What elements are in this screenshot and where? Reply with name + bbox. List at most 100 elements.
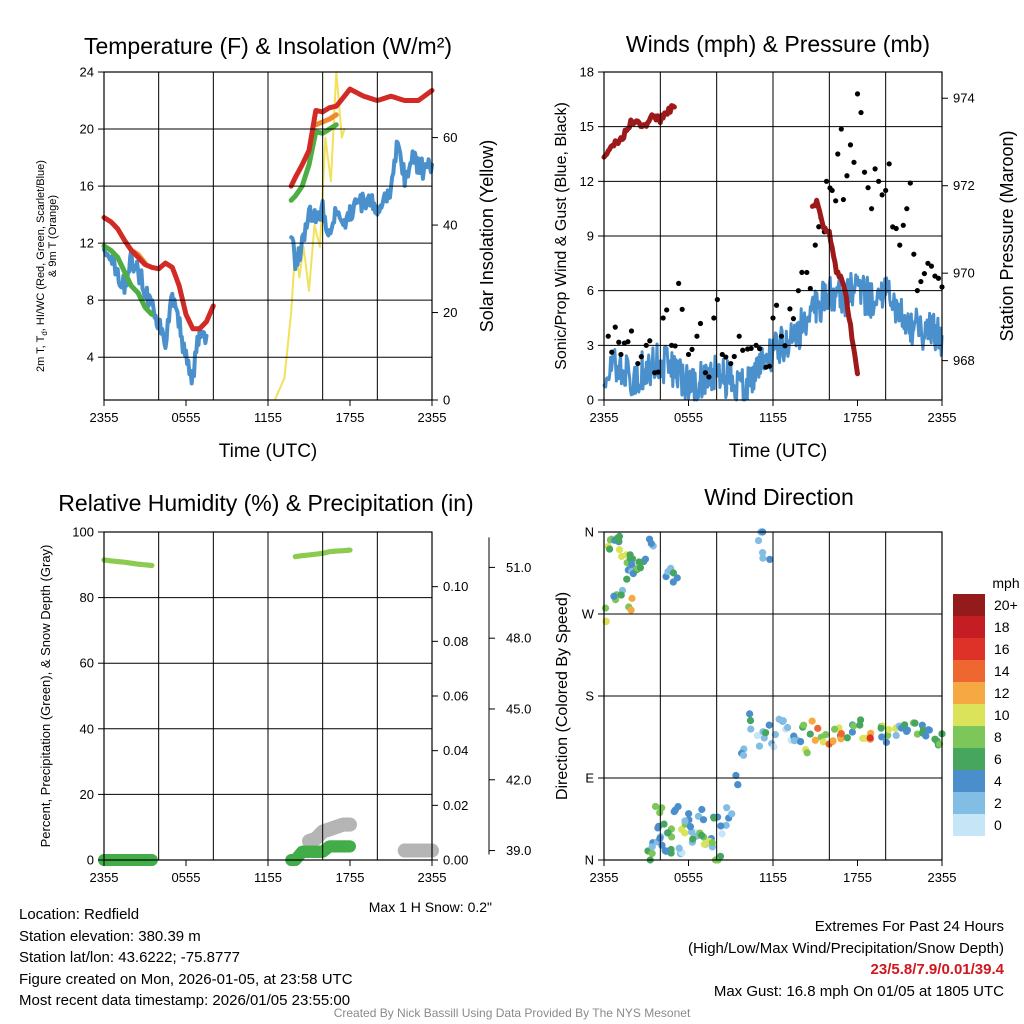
direction-point (754, 536, 763, 545)
direction-point (658, 841, 666, 849)
gust-point (787, 306, 793, 312)
x-tick-label: 1155 (254, 410, 282, 425)
gust-point (706, 374, 712, 380)
winds-ylabel: Sonic/Prop Wind & Gust (Blue, Black) (553, 102, 570, 370)
gust-point (664, 307, 670, 313)
gust-point (628, 328, 635, 334)
legend-swatch (953, 616, 985, 638)
extremes-info: Extremes For Past 24 Hours (High/Low/Max… (688, 916, 1004, 1002)
winds-y2-tick-label: 968 (953, 353, 975, 368)
gust-point (858, 109, 864, 116)
x-tick-label: 1155 (759, 410, 787, 425)
direction-point (732, 771, 740, 780)
legend-swatch (953, 638, 985, 660)
series-3 (102, 139, 434, 386)
legend-swatch (953, 704, 985, 726)
direction-point (698, 831, 706, 840)
winds-y2label: Station Pressure (Maroon) (997, 130, 1017, 341)
legend-swatch (953, 660, 985, 682)
gust-point (879, 192, 885, 198)
gust-point (872, 166, 878, 172)
gust-point (835, 151, 841, 157)
direction-point (617, 591, 625, 599)
legend-swatch (953, 792, 985, 814)
x-tick-label: 1755 (336, 870, 365, 885)
temp-xlabel: Time (UTC) (219, 441, 318, 462)
direction-point (651, 802, 660, 811)
direction-point (811, 736, 819, 744)
gust-point (897, 242, 903, 248)
gust-point (728, 360, 734, 367)
rh-y-tick-label: 80 (80, 590, 94, 605)
legend-label: 20+ (994, 597, 1018, 613)
gust-point (647, 338, 653, 344)
gust-point (799, 269, 805, 275)
direction-point (648, 843, 656, 851)
direction-point (819, 738, 827, 746)
x-tick-label: 2355 (418, 870, 447, 885)
direction-point (783, 723, 792, 732)
gust-point (757, 346, 763, 352)
gust-point (812, 242, 818, 248)
wdir-y-tick-label: S (585, 689, 594, 704)
temp-y-tick-label: 4 (87, 350, 94, 365)
precip-tick-label: 0.10 (443, 579, 468, 594)
gust-point (748, 345, 754, 351)
gust-point (851, 159, 857, 165)
x-tick-label: 2355 (928, 870, 957, 885)
gust-point (904, 206, 910, 212)
gust-point (861, 169, 868, 175)
winds-title: Winds (mph) & Pressure (mb) (626, 31, 930, 57)
direction-point (775, 715, 783, 723)
precip-point (344, 840, 356, 853)
rh-point (149, 562, 155, 569)
direction-point (613, 534, 622, 542)
temp-ylabel: 2m T, Td, HI/WC (Red, Green, Scarlet/Blu… (35, 160, 59, 372)
temp-ylabel-part: , HI/WC (Red, Green, Scarlet/Blue) (35, 160, 47, 331)
gust-point (921, 270, 927, 277)
winds-y2-tick-label: 974 (953, 91, 975, 106)
temp-y2-tick-label: 0 (443, 393, 450, 408)
temp-ylabel-part: 2m T, T (35, 335, 47, 372)
rh-ylabel: Percent, Precipitation (Green), & Snow D… (38, 545, 53, 848)
legend-swatch (953, 726, 985, 748)
direction-point (728, 810, 736, 818)
direction-point (664, 829, 672, 837)
direction-point (922, 732, 930, 740)
gust-point (918, 278, 924, 285)
gust-point (740, 347, 746, 353)
winds-y-tick-label: 6 (587, 283, 594, 298)
direction-point (647, 539, 655, 548)
precip-tick-label: 0.00 (443, 853, 468, 868)
legend-title: mph (992, 575, 1019, 591)
direction-point (866, 734, 874, 742)
gust-point (928, 263, 935, 269)
legend-label: 18 (994, 619, 1010, 635)
gust-point (847, 142, 854, 148)
gust-point (900, 222, 906, 228)
direction-point (885, 725, 893, 734)
direction-point (669, 569, 678, 577)
wdir-y-tick-label: N (585, 525, 594, 540)
wdir-ylabel: Direction (Colored By Speed) (554, 592, 571, 800)
legend-label: 4 (994, 773, 1002, 789)
legend-swatch (953, 814, 985, 836)
gust-point (840, 196, 847, 203)
snow-note: Max 1 H Snow: 0.2" (369, 899, 492, 915)
station-info: Location: Redfield Station elevation: 38… (19, 904, 353, 1012)
direction-point (848, 728, 856, 736)
gust-point (844, 173, 850, 179)
gust-point (635, 360, 641, 367)
precip-tick-label: 0.04 (443, 743, 468, 758)
temp-y2-tick-label: 20 (443, 305, 457, 320)
direction-point (636, 564, 645, 572)
direction-point (716, 852, 725, 860)
series-2 (101, 122, 339, 317)
direction-point (799, 721, 808, 729)
gust-point (829, 187, 835, 194)
gust-point (736, 333, 742, 339)
direction-point (681, 829, 689, 837)
x-tick-label: 0555 (674, 410, 703, 425)
gust-point (625, 339, 631, 345)
gust-point (773, 302, 780, 308)
